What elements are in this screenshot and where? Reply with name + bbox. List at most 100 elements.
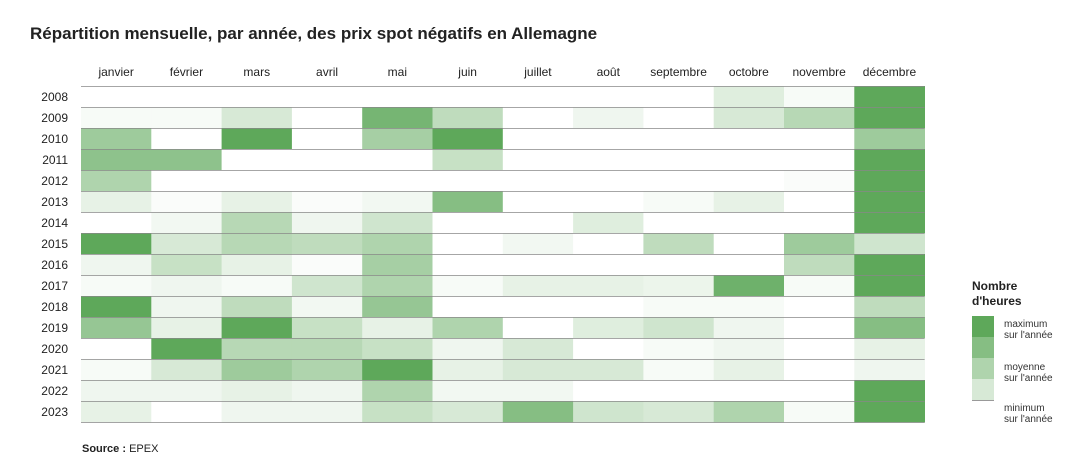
heatmap-cell-2009-1: [81, 107, 152, 129]
heatmap-cell-2022-5: [362, 380, 433, 402]
heatmap-cell-2015-6: [432, 233, 504, 255]
heatmap-cell-2014-10: [713, 212, 785, 234]
heatmap-cell-2019-11: [784, 317, 855, 339]
heatmap-cell-2011-8: [573, 149, 644, 171]
heatmap-cell-2021-2: [151, 359, 222, 381]
heatmap-cell-2014-5: [362, 212, 433, 234]
year-label-2018: 2018: [41, 300, 68, 314]
heatmap-cell-2011-11: [784, 149, 855, 171]
legend-min-line1: minimum: [1004, 403, 1045, 414]
heatmap-cell-2010-9: [643, 128, 715, 150]
heatmap-cell-2008-7: [502, 86, 574, 108]
month-label-2: février: [170, 65, 203, 79]
heatmap-cell-2018-6: [432, 296, 504, 318]
month-label-8: août: [597, 65, 621, 79]
month-label-3: mars: [243, 65, 270, 79]
year-label-2023: 2023: [41, 405, 68, 419]
heatmap-cell-2021-10: [713, 359, 785, 381]
heatmap-cell-2018-1: [81, 296, 152, 318]
heatmap-cell-2013-1: [81, 191, 152, 213]
heatmap-cell-2013-8: [573, 191, 644, 213]
heatmap-cell-2017-1: [81, 275, 152, 297]
year-label-2014: 2014: [41, 216, 68, 230]
heatmap-cell-2020-1: [81, 338, 152, 360]
heatmap-cell-2009-10: [713, 107, 785, 129]
month-label-4: avril: [316, 65, 338, 79]
heatmap-cell-2020-12: [854, 338, 925, 360]
heatmap-cell-2022-7: [502, 380, 574, 402]
heatmap-cell-2020-4: [291, 338, 363, 360]
heatmap-cell-2021-9: [643, 359, 715, 381]
year-label-2022: 2022: [41, 384, 68, 398]
heatmap-cell-2015-2: [151, 233, 222, 255]
heatmap-cell-2013-5: [362, 191, 433, 213]
heatmap-cell-2019-6: [432, 317, 504, 339]
year-label-2016: 2016: [41, 258, 68, 272]
heatmap-cell-2023-7: [502, 401, 574, 423]
heatmap-cell-2010-10: [713, 128, 785, 150]
heatmap-cell-2021-8: [573, 359, 644, 381]
heatmap-cell-2018-3: [221, 296, 293, 318]
heatmap-cell-2012-1: [81, 170, 152, 192]
year-label-2012: 2012: [41, 174, 68, 188]
heatmap-cell-2018-10: [713, 296, 785, 318]
heatmap-cell-2012-10: [713, 170, 785, 192]
year-label-2010: 2010: [41, 132, 68, 146]
legend-max-line2: sur l'année: [1004, 330, 1053, 341]
legend-mean-label: moyenne sur l'année: [1004, 362, 1084, 384]
month-label-10: octobre: [729, 65, 769, 79]
heatmap-cell-2011-9: [643, 149, 715, 171]
heatmap-cell-2022-10: [713, 380, 785, 402]
heatmap-cell-2013-6: [432, 191, 504, 213]
heatmap-cell-2018-5: [362, 296, 433, 318]
heatmap-cell-2008-5: [362, 86, 433, 108]
heatmap-cell-2023-5: [362, 401, 433, 423]
heatmap-cell-2023-3: [221, 401, 293, 423]
heatmap-cell-2008-12: [854, 86, 925, 108]
heatmap-cell-2009-12: [854, 107, 925, 129]
heatmap-cell-2021-11: [784, 359, 855, 381]
year-label-2013: 2013: [41, 195, 68, 209]
heatmap-cell-2019-8: [573, 317, 644, 339]
year-label-2019: 2019: [41, 321, 68, 335]
heatmap-cell-2017-10: [713, 275, 785, 297]
heatmap-cell-2010-2: [151, 128, 222, 150]
heatmap-cell-2019-1: [81, 317, 152, 339]
heatmap-cell-2020-3: [221, 338, 293, 360]
heatmap-cell-2016-6: [432, 254, 504, 276]
heatmap-cell-2023-6: [432, 401, 504, 423]
heatmap-cell-2021-12: [854, 359, 925, 381]
heatmap-cell-2012-3: [221, 170, 293, 192]
heatmap-cell-2009-6: [432, 107, 504, 129]
heatmap-cell-2012-2: [151, 170, 222, 192]
heatmap-cell-2015-11: [784, 233, 855, 255]
heatmap-cell-2014-3: [221, 212, 293, 234]
heatmap-cell-2011-7: [502, 149, 574, 171]
month-label-9: septembre: [650, 65, 707, 79]
heatmap-cell-2009-9: [643, 107, 715, 129]
heatmap-cell-2015-10: [713, 233, 785, 255]
heatmap-cell-2023-4: [291, 401, 363, 423]
heatmap-cell-2009-2: [151, 107, 222, 129]
heatmap-cell-2008-10: [713, 86, 785, 108]
heatmap-cell-2010-5: [362, 128, 433, 150]
heatmap-cell-2018-12: [854, 296, 925, 318]
heatmap-cell-2017-11: [784, 275, 855, 297]
legend-min-label: minimum sur l'année: [1004, 403, 1084, 425]
heatmap-cell-2014-2: [151, 212, 222, 234]
heatmap-cell-2013-9: [643, 191, 715, 213]
heatmap-cell-2008-2: [151, 86, 222, 108]
heatmap-cell-2010-3: [221, 128, 293, 150]
year-label-2021: 2021: [41, 363, 68, 377]
heatmap-cell-2012-6: [432, 170, 504, 192]
legend-title: Nombre d'heures: [972, 279, 1062, 309]
heatmap-cell-2019-3: [221, 317, 293, 339]
year-labels: 2008 2009 2010 2011 2012 2013 2014 2015 2016 2017…: [41, 90, 68, 419]
heatmap-cell-2013-2: [151, 191, 222, 213]
heatmap-cell-2011-3: [221, 149, 293, 171]
heatmap-cell-2009-11: [784, 107, 855, 129]
heatmap-cell-2022-8: [573, 380, 644, 402]
heatmap-cell-2020-11: [784, 338, 855, 360]
heatmap-cell-2018-9: [643, 296, 715, 318]
heatmap-cell-2011-1: [81, 149, 152, 171]
